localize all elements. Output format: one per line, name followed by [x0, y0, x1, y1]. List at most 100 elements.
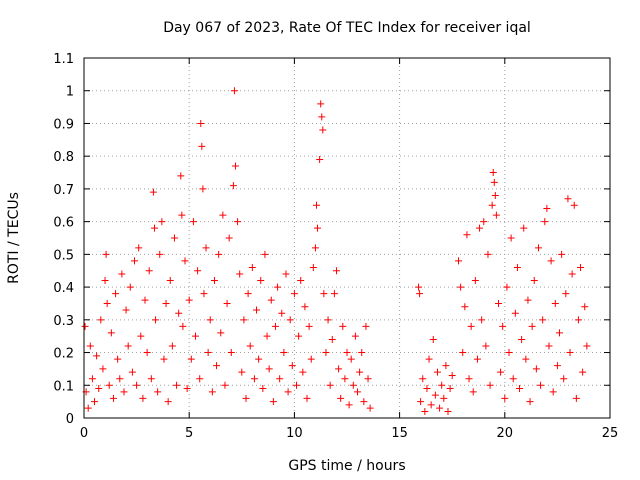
data-point [341, 375, 349, 383]
data-point [265, 365, 273, 373]
data-point [444, 407, 452, 415]
data-point [253, 306, 261, 314]
data-point [547, 257, 555, 265]
data-point [440, 394, 448, 402]
data-point [290, 290, 298, 298]
data-point [507, 234, 515, 242]
data-point [436, 404, 444, 412]
y-tick-label: 0.6 [53, 216, 74, 231]
data-point [416, 290, 424, 298]
data-point [150, 224, 158, 232]
data-point [105, 381, 113, 389]
data-point [276, 375, 284, 383]
data-point [179, 322, 187, 330]
data-point [145, 267, 153, 275]
data-point [93, 352, 101, 360]
data-point [303, 394, 311, 402]
data-point [431, 391, 439, 399]
data-point [278, 309, 286, 317]
y-tick-label: 0.5 [53, 248, 74, 263]
data-point [164, 398, 172, 406]
data-point [491, 191, 499, 199]
data-point [480, 218, 488, 226]
data-point [81, 322, 89, 330]
data-point [427, 401, 435, 409]
data-point [457, 283, 465, 291]
data-point [489, 169, 497, 177]
data-point [230, 87, 238, 95]
data-point [312, 201, 320, 209]
data-point [181, 257, 189, 265]
data-point [244, 290, 252, 298]
data-point [208, 388, 216, 396]
data-point [122, 306, 130, 314]
data-point [526, 398, 534, 406]
data-point [213, 362, 221, 370]
data-point [354, 388, 362, 396]
data-point [537, 381, 545, 389]
data-point [425, 355, 433, 363]
data-point [541, 218, 549, 226]
x-tick-label: 5 [185, 426, 193, 441]
data-point [509, 375, 517, 383]
data-point [583, 342, 591, 350]
data-point [356, 368, 364, 376]
data-point [204, 349, 212, 357]
data-point [484, 250, 492, 258]
data-point [202, 244, 210, 252]
data-point [499, 322, 507, 330]
data-point [128, 368, 136, 376]
data-point [189, 218, 197, 226]
data-point [236, 270, 244, 278]
data-point [501, 394, 509, 402]
data-point [124, 342, 132, 350]
data-point [223, 299, 231, 307]
data-point [263, 332, 271, 340]
y-tick-label: 0.9 [53, 117, 74, 132]
data-point [215, 250, 223, 258]
data-point [455, 257, 463, 265]
data-point [423, 385, 431, 393]
data-point [322, 349, 330, 357]
data-point [461, 303, 469, 311]
data-point [139, 394, 147, 402]
data-point [160, 355, 168, 363]
data-point [217, 329, 225, 337]
data-point [566, 349, 574, 357]
data-point [482, 342, 490, 350]
data-point [143, 349, 151, 357]
data-point [492, 211, 500, 219]
data-point [570, 201, 578, 209]
x-tick-label: 10 [286, 426, 303, 441]
data-point [553, 362, 561, 370]
data-point [305, 322, 313, 330]
data-point [349, 381, 357, 389]
data-point [240, 316, 248, 324]
x-tick-label: 20 [497, 426, 514, 441]
data-point [280, 349, 288, 357]
data-point [284, 388, 292, 396]
data-point [137, 332, 145, 340]
data-point [351, 332, 359, 340]
data-point [360, 398, 368, 406]
data-point [497, 368, 505, 376]
data-point [309, 263, 317, 271]
y-tick-label: 0.8 [53, 150, 74, 165]
data-point [528, 322, 536, 330]
data-point [84, 404, 92, 412]
data-point [274, 283, 282, 291]
data-point [465, 375, 473, 383]
data-point [311, 244, 319, 252]
data-point [448, 371, 456, 379]
data-point [335, 365, 343, 373]
data-point [103, 299, 111, 307]
data-point [177, 172, 185, 180]
data-point [421, 407, 429, 415]
data-point [152, 316, 160, 324]
data-point [158, 218, 166, 226]
data-point [572, 394, 580, 402]
data-point [316, 155, 324, 163]
data-point [293, 381, 301, 389]
data-point [364, 375, 372, 383]
grid-lines [84, 58, 610, 418]
